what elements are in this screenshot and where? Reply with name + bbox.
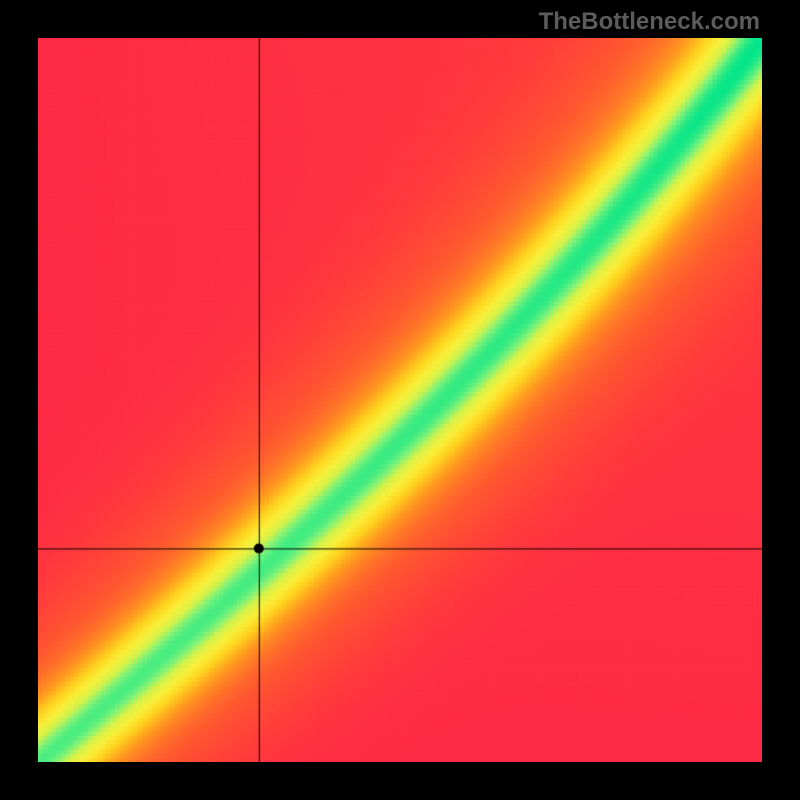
watermark-text: TheBottleneck.com	[539, 8, 760, 36]
chart-container: TheBottleneck.com	[0, 0, 800, 800]
bottleneck-heatmap	[38, 38, 762, 762]
